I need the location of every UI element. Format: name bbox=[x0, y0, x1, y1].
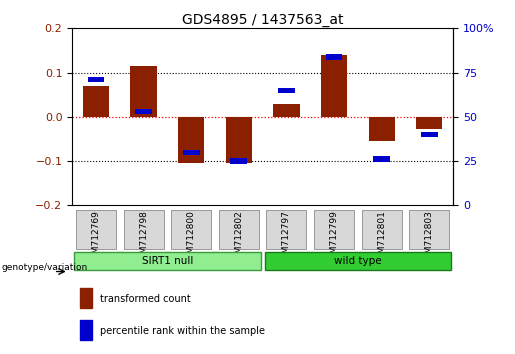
Text: GSM712801: GSM712801 bbox=[377, 210, 386, 265]
Text: wild type: wild type bbox=[334, 256, 382, 266]
Text: GSM712799: GSM712799 bbox=[330, 210, 338, 265]
Text: GSM712803: GSM712803 bbox=[425, 210, 434, 265]
Bar bbox=[416, 117, 442, 129]
FancyBboxPatch shape bbox=[219, 210, 259, 249]
Bar bbox=[226, 117, 252, 163]
Bar bbox=[321, 55, 347, 117]
Text: genotype/variation: genotype/variation bbox=[2, 263, 88, 272]
FancyBboxPatch shape bbox=[171, 210, 211, 249]
Bar bbox=[369, 117, 395, 141]
Bar bbox=[80, 288, 92, 308]
Text: GSM712802: GSM712802 bbox=[234, 210, 243, 265]
FancyBboxPatch shape bbox=[314, 210, 354, 249]
FancyBboxPatch shape bbox=[266, 210, 306, 249]
Bar bbox=[80, 320, 92, 340]
Bar bbox=[326, 55, 342, 60]
Bar bbox=[373, 156, 390, 161]
Title: GDS4895 / 1437563_at: GDS4895 / 1437563_at bbox=[182, 13, 344, 27]
Bar bbox=[83, 86, 109, 117]
Text: transformed count: transformed count bbox=[100, 294, 191, 304]
FancyBboxPatch shape bbox=[409, 210, 450, 249]
Text: GSM712797: GSM712797 bbox=[282, 210, 291, 265]
Bar bbox=[273, 104, 300, 117]
Text: GSM712798: GSM712798 bbox=[139, 210, 148, 265]
Bar bbox=[178, 117, 204, 163]
Bar bbox=[135, 109, 152, 114]
Text: GSM712800: GSM712800 bbox=[187, 210, 196, 265]
Text: SIRT1 null: SIRT1 null bbox=[142, 256, 193, 266]
Bar bbox=[278, 88, 295, 93]
Bar bbox=[88, 76, 104, 82]
FancyBboxPatch shape bbox=[124, 210, 164, 249]
Bar bbox=[421, 132, 438, 137]
Bar bbox=[231, 159, 247, 164]
Bar bbox=[130, 66, 157, 117]
Text: GSM712769: GSM712769 bbox=[92, 210, 100, 265]
FancyBboxPatch shape bbox=[265, 252, 451, 270]
FancyBboxPatch shape bbox=[76, 210, 116, 249]
FancyBboxPatch shape bbox=[362, 210, 402, 249]
Bar bbox=[183, 149, 199, 155]
Text: percentile rank within the sample: percentile rank within the sample bbox=[100, 326, 265, 336]
FancyBboxPatch shape bbox=[74, 252, 261, 270]
